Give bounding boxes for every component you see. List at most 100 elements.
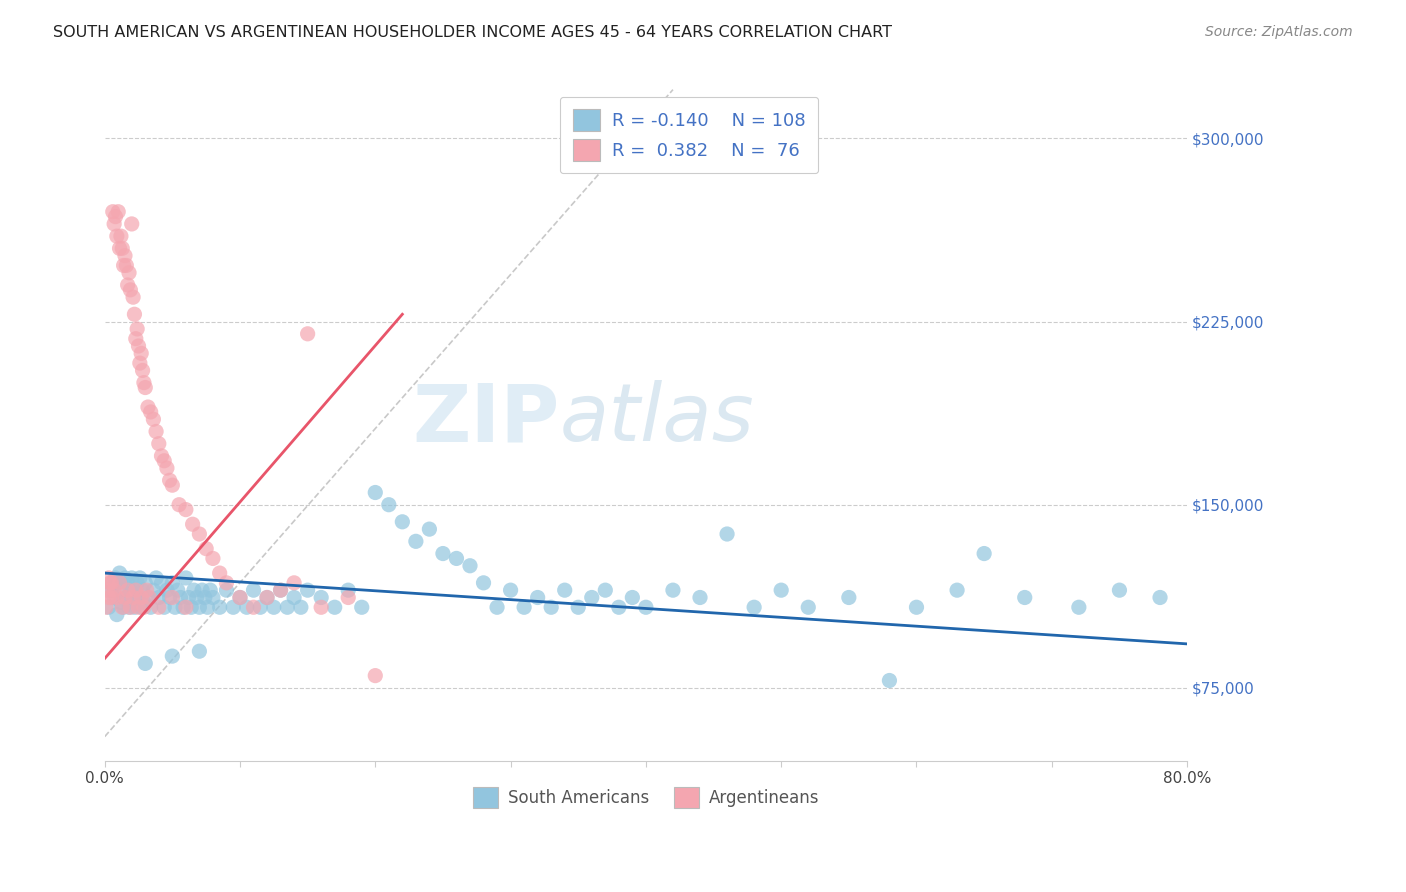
Point	[112, 259, 135, 273]
Point	[104, 571, 127, 585]
Point	[128, 339, 150, 353]
Point	[121, 571, 143, 585]
Point	[215, 575, 238, 590]
Point	[107, 575, 129, 590]
Text: Source: ZipAtlas.com: Source: ZipAtlas.com	[1205, 25, 1353, 39]
Point	[662, 583, 685, 598]
Point	[105, 229, 128, 244]
Point	[120, 600, 142, 615]
Point	[150, 575, 173, 590]
Point	[323, 600, 346, 615]
Point	[120, 283, 142, 297]
Point	[180, 600, 202, 615]
Point	[973, 547, 995, 561]
Point	[169, 591, 191, 605]
Point	[297, 583, 319, 598]
Point	[249, 600, 271, 615]
Point	[499, 583, 522, 598]
Point	[101, 204, 124, 219]
Point	[114, 249, 136, 263]
Point	[128, 600, 150, 615]
Point	[134, 380, 156, 394]
Point	[128, 356, 150, 370]
Text: SOUTH AMERICAN VS ARGENTINEAN HOUSEHOLDER INCOME AGES 45 - 64 YEARS CORRELATION : SOUTH AMERICAN VS ARGENTINEAN HOUSEHOLDE…	[53, 25, 893, 40]
Point	[97, 600, 120, 615]
Point	[183, 583, 205, 598]
Point	[134, 575, 156, 590]
Point	[115, 259, 138, 273]
Point	[905, 600, 928, 615]
Point	[128, 571, 150, 585]
Point	[208, 566, 231, 580]
Point	[138, 591, 160, 605]
Point	[97, 571, 120, 585]
Point	[142, 412, 165, 426]
Point	[128, 591, 150, 605]
Point	[145, 571, 167, 585]
Point	[297, 326, 319, 341]
Point	[153, 454, 176, 468]
Point	[118, 266, 141, 280]
Point	[162, 575, 184, 590]
Point	[418, 522, 440, 536]
Point	[124, 600, 146, 615]
Point	[150, 449, 173, 463]
Point	[194, 591, 217, 605]
Point	[177, 591, 200, 605]
Point	[108, 241, 131, 255]
Point	[100, 583, 122, 598]
Point	[526, 591, 548, 605]
Point	[129, 346, 152, 360]
Point	[125, 332, 148, 346]
Point	[94, 600, 117, 615]
Point	[513, 600, 536, 615]
Point	[136, 591, 159, 605]
Point	[350, 600, 373, 615]
Point	[634, 600, 657, 615]
Point	[188, 644, 211, 658]
Point	[100, 591, 122, 605]
Point	[101, 575, 124, 590]
Point	[120, 583, 142, 598]
Point	[186, 591, 208, 605]
Point	[142, 583, 165, 598]
Point	[188, 527, 211, 541]
Point	[263, 600, 285, 615]
Point	[222, 600, 245, 615]
Point	[270, 583, 292, 598]
Point	[242, 600, 264, 615]
Point	[879, 673, 901, 688]
Point	[114, 571, 136, 585]
Point	[197, 600, 219, 615]
Point	[117, 583, 139, 598]
Point	[131, 363, 153, 377]
Point	[125, 583, 148, 598]
Point	[103, 591, 125, 605]
Point	[290, 600, 312, 615]
Point	[174, 502, 197, 516]
Point	[283, 591, 305, 605]
Point	[108, 566, 131, 580]
Point	[167, 498, 190, 512]
Point	[111, 600, 134, 615]
Point	[132, 600, 155, 615]
Point	[100, 575, 122, 590]
Point	[112, 600, 135, 615]
Point	[162, 478, 184, 492]
Point	[621, 591, 644, 605]
Point	[156, 583, 179, 598]
Text: atlas: atlas	[560, 380, 754, 458]
Point	[309, 600, 332, 615]
Point	[162, 649, 184, 664]
Point	[215, 583, 238, 598]
Point	[607, 600, 630, 615]
Point	[797, 600, 820, 615]
Point	[103, 217, 125, 231]
Point	[159, 473, 181, 487]
Point	[838, 591, 860, 605]
Point	[181, 517, 204, 532]
Point	[132, 595, 155, 609]
Point	[107, 204, 129, 219]
Point	[446, 551, 468, 566]
Point	[105, 591, 128, 605]
